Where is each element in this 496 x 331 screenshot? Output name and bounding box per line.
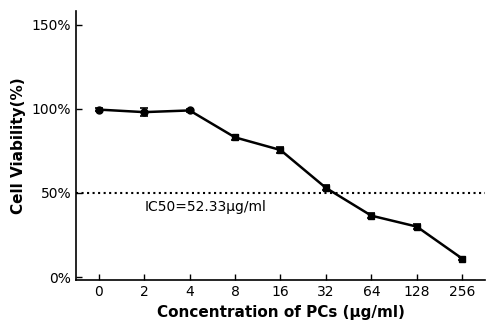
Y-axis label: Cell Viability(%): Cell Viability(%) — [11, 77, 26, 214]
Text: IC50=52.33μg/ml: IC50=52.33μg/ml — [144, 201, 266, 214]
X-axis label: Concentration of PCs (μg/ml): Concentration of PCs (μg/ml) — [157, 305, 404, 320]
